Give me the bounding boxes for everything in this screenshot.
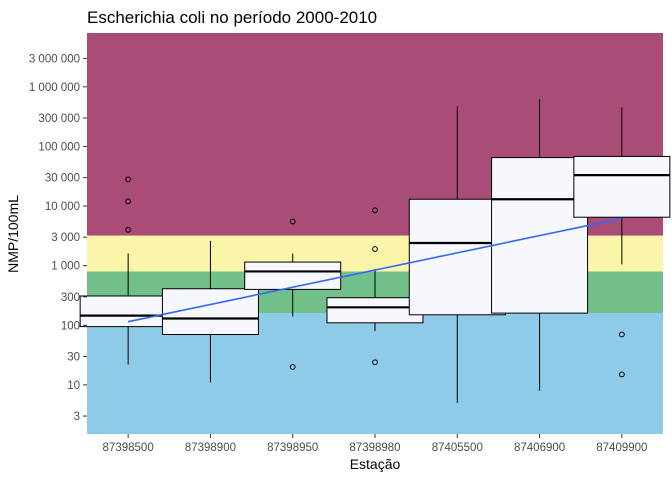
y-tick-label: 3 (74, 411, 80, 423)
box-iqr (573, 155, 671, 218)
y-axis-ticks: 3 10 30 100 300 1 000 3 000 10 000 30 000 100 000… (29, 53, 87, 423)
outlier-point (289, 218, 296, 225)
outlier-point (372, 246, 378, 252)
box-iqr (79, 295, 177, 328)
outlier-point (125, 226, 132, 233)
x-tick-label: 87398980 (349, 442, 400, 454)
box-iqr (326, 297, 424, 324)
chart-title: Escherichia coli no período 2000-2010 (87, 8, 377, 27)
y-tick-label: 30 000 (45, 173, 80, 185)
box-iqr (408, 198, 506, 316)
y-tick-label: 10 000 (45, 201, 80, 213)
x-tick-label: 87398900 (185, 442, 236, 454)
outlier-point (289, 364, 296, 370)
y-tick-label: 300 (61, 292, 80, 304)
trend-line (127, 217, 623, 323)
y-tick-label: 3 000 000 (29, 53, 80, 65)
box-87398900 (161, 240, 259, 383)
outlier-point (372, 207, 378, 214)
y-tick-label: 300 000 (38, 113, 80, 125)
x-axis-title: Estação (350, 456, 401, 472)
x-tick-label: 87406900 (514, 442, 565, 454)
outlier-point (372, 359, 378, 366)
box-iqr (244, 261, 342, 290)
box-87398950 (244, 218, 342, 370)
outlier-point (125, 176, 132, 183)
x-tick-label: 87398950 (267, 442, 318, 454)
y-tick-label: 100 (61, 320, 80, 332)
box-87398980 (326, 207, 424, 366)
x-tick-label: 87409900 (596, 442, 647, 454)
y-tick-label: 10 (67, 380, 80, 392)
x-tick-label: 87398500 (103, 442, 154, 454)
outlier-point (125, 198, 132, 205)
box-87409900 (573, 107, 671, 378)
y-tick-label: 30 (67, 351, 80, 363)
x-axis-ticks: 87398500 87398900 87398950 87398980 87405500… (103, 434, 647, 454)
outlier-point (618, 331, 625, 338)
y-axis-title: NMP/100mL (5, 195, 21, 273)
y-tick-label: 100 000 (38, 141, 80, 153)
outlier-point (618, 371, 625, 378)
box-87405500 (408, 106, 506, 403)
y-tick-label: 1 000 000 (29, 82, 80, 94)
y-tick-label: 1 000 (51, 261, 80, 273)
x-tick-label: 87405500 (432, 442, 483, 454)
y-tick-label: 3 000 (51, 232, 80, 244)
trend-line-layer (127, 217, 623, 323)
boxes-layer (79, 99, 671, 403)
